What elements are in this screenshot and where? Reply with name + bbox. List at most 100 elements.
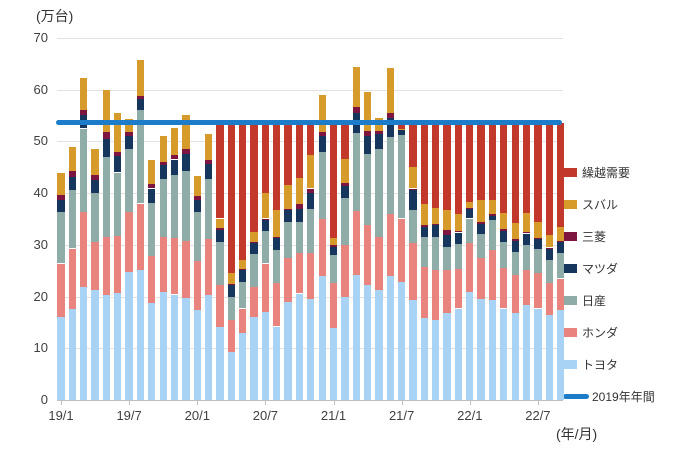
legend-label: 繰越需要: [582, 165, 631, 180]
bar-segment-トヨタ-19/10: [159, 291, 167, 400]
bar-segment-スバル-20/11: [307, 154, 315, 189]
bar-segment-トヨタ-21/5: [375, 290, 383, 400]
bar-segment-日産-20/3: [216, 241, 224, 286]
bar-segment-ホンダ-19/7: [125, 212, 133, 272]
bar-segment-スバル-21/9: [420, 203, 428, 226]
bar-segment-スバル-19/9: [148, 159, 156, 185]
bar-segment-マツダ-20/9: [284, 210, 292, 222]
bar-segment-日産-20/1: [193, 212, 201, 261]
bar-segment-三菱-20/8: [273, 236, 281, 239]
bar-segment-トヨタ-19/4: [91, 289, 99, 400]
bar-segment-マツダ-22/5: [511, 240, 519, 252]
bar-segment-スバル-20/3: [216, 218, 224, 228]
bar-segment-スバル-21/10: [432, 208, 440, 224]
bar-segment-トヨタ-21/8: [409, 300, 417, 400]
bar-segment-トヨタ-19/3: [80, 286, 88, 400]
bar-segment-三菱-21/5: [375, 131, 383, 134]
bar-segment-スバル-21/8: [409, 166, 417, 189]
bar-segment-マツダ-22/6: [522, 233, 531, 245]
bar-segment-ホンダ-19/6: [114, 236, 122, 293]
bar-segment-日産-20/6: [250, 253, 258, 287]
bar-segment-マツダ-22/3: [488, 215, 497, 220]
bar-segment-トヨタ-19/2: [68, 308, 77, 400]
bar-segment-三菱-19/10: [159, 161, 167, 166]
bar-segment-日産-19/10: [159, 178, 167, 238]
bar-segment-マツダ-21/7: [397, 130, 406, 136]
bar-segment-マツダ-21/11: [443, 235, 451, 247]
bar-segment-三菱-20/7: [261, 218, 270, 221]
bar-segment-ホンダ-21/9: [420, 266, 428, 319]
legend-label: 2019年年間: [592, 389, 655, 404]
bar-segment-ホンダ-21/6: [386, 213, 394, 277]
bar-segment-トヨタ-19/12: [182, 297, 190, 400]
bar-segment-マツダ-22/9: [556, 242, 565, 254]
bar-segment-三菱-19/9: [148, 184, 156, 189]
bar-segment-日産-21/8: [409, 210, 417, 244]
bar-segment-日産-19/8: [136, 109, 145, 204]
x-axis-tick-label: 19/7: [116, 408, 142, 423]
bar-segment-マツダ-19/6: [114, 156, 122, 173]
bar-segment-ホンダ-19/9: [148, 255, 156, 303]
bar-segment-ホンダ-22/6: [522, 269, 531, 305]
bar-segment-マツダ-21/9: [420, 226, 428, 237]
bar-segment-ホンダ-22/2: [477, 257, 485, 300]
bar-segment-三菱-20/9: [284, 208, 292, 211]
bar-segment-日産-20/2: [204, 178, 213, 239]
bar-segment-ホンダ-19/10: [159, 237, 167, 292]
bar-segment-日産-21/5: [375, 149, 383, 238]
bar-segment-マツダ-22/2: [477, 223, 485, 234]
x-axis-tick: [197, 401, 199, 405]
bar-segment-三菱-20/4: [227, 283, 235, 286]
bar-segment-トヨタ-21/9: [420, 318, 428, 400]
bar-segment-三菱-21/9: [420, 225, 428, 227]
bar-segment-繰越需要-21/7: [397, 123, 406, 129]
bar-segment-日産-19/1: [57, 211, 65, 264]
bar-segment-スバル-20/8: [273, 210, 281, 237]
bar-segment-ホンダ-22/5: [511, 274, 519, 314]
bar-segment-マツダ-20/5: [239, 270, 247, 282]
bar-segment-日産-19/11: [170, 175, 179, 239]
legend-item-トヨタ: トヨタ: [563, 348, 680, 380]
reference-line-2019-annual: [56, 119, 562, 125]
bar-segment-ホンダ-20/6: [250, 286, 258, 317]
bar-segment-トヨタ-19/11: [170, 294, 179, 400]
bar-segment-ホンダ-19/8: [136, 203, 145, 271]
legend-label: 日産: [582, 293, 607, 308]
bar-segment-ホンダ-19/12: [182, 240, 190, 298]
bar-segment-マツダ-22/1: [466, 209, 474, 219]
bar-segment-スバル-22/1: [466, 202, 474, 208]
x-axis-tick-label: 21/7: [388, 408, 415, 423]
bar-segment-三菱-22/8: [545, 247, 553, 250]
bar-segment-三菱-21/3: [352, 106, 360, 113]
x-axis-unit-label: (年/月): [556, 426, 598, 442]
bar-segment-スバル-21/7: [397, 128, 406, 131]
bar-segment-三菱-22/7: [534, 237, 542, 240]
bar-segment-日産-19/6: [114, 172, 122, 237]
bar-segment-トヨタ-22/8: [545, 315, 553, 400]
bar-segment-ホンダ-20/11: [307, 252, 315, 300]
bar-segment-トヨタ-21/10: [432, 319, 440, 400]
gridline: [57, 89, 563, 91]
bar-segment-トヨタ-22/9: [556, 310, 565, 400]
bar-segment-マツダ-20/7: [261, 220, 270, 232]
bar-segment-日産-19/7: [125, 149, 133, 213]
bar-segment-ホンダ-20/5: [239, 308, 247, 334]
bar-segment-マツダ-21/12: [454, 232, 463, 244]
bar-segment-日産-21/3: [352, 132, 360, 212]
bar-segment-トヨタ-19/7: [125, 271, 133, 400]
bar-segment-スバル-20/1: [193, 175, 201, 197]
bar-segment-マツダ-19/11: [170, 159, 179, 175]
bar-segment-日産-20/4: [227, 296, 235, 320]
x-axis-tick: [469, 401, 471, 405]
bar-segment-スバル-19/3: [80, 77, 88, 110]
bar-segment-マツダ-19/5: [102, 138, 111, 157]
bar-segment-トヨタ-20/11: [307, 299, 315, 400]
bar-segment-日産-22/9: [556, 253, 565, 279]
bar-segment-繰越需要-22/5: [511, 123, 519, 224]
bar-segment-三菱-19/6: [114, 151, 122, 157]
y-axis-tick-label: 20: [33, 288, 48, 304]
bar-segment-三菱-22/6: [522, 231, 531, 234]
legend-item-日産: 日産: [563, 284, 680, 316]
bar-segment-三菱-19/12: [182, 149, 190, 155]
bar-segment-トヨタ-21/3: [352, 274, 360, 400]
